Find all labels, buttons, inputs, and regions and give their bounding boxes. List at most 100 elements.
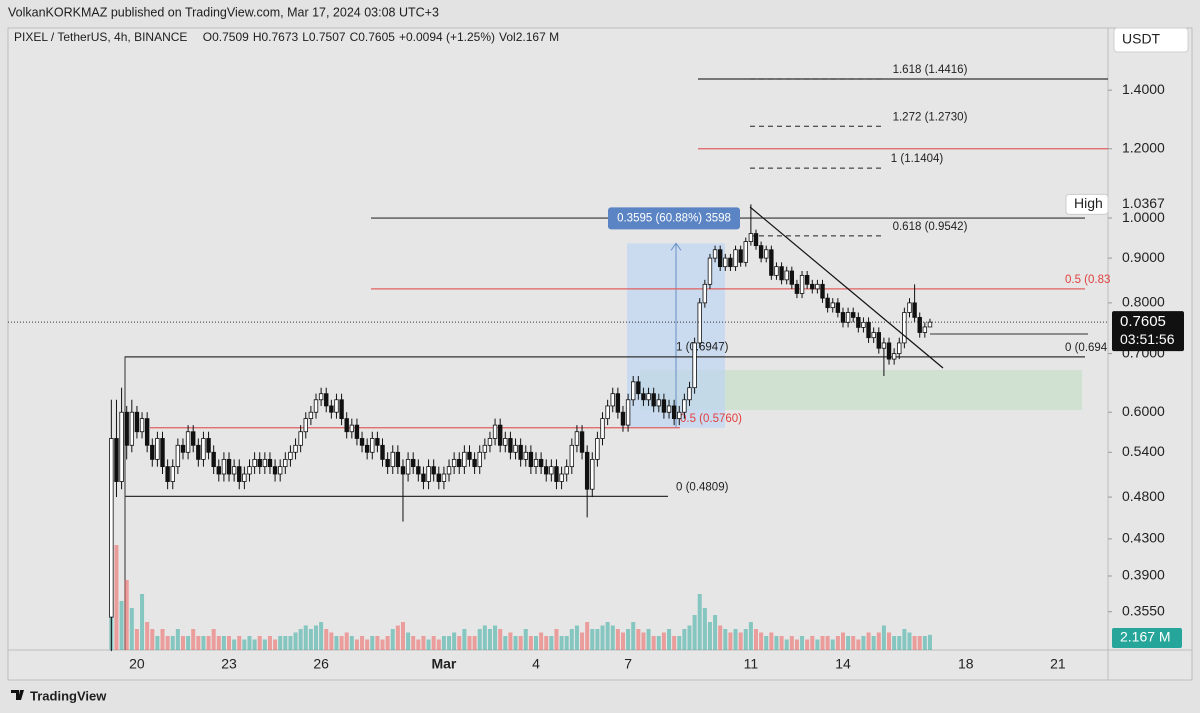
candle-body <box>707 257 713 285</box>
candle-body <box>211 451 216 468</box>
volume-bar <box>262 639 267 650</box>
volume-bar <box>462 629 467 650</box>
candle-body <box>922 326 928 333</box>
candle-body <box>840 312 846 323</box>
volume-bar <box>815 639 820 650</box>
volume-bar <box>574 625 579 650</box>
measure-label-box <box>608 207 740 230</box>
currency-box[interactable] <box>1113 27 1189 53</box>
volume-value: 2.167 M <box>516 30 559 44</box>
volume-label: Vol <box>499 30 516 44</box>
volume-bar <box>134 629 139 650</box>
tv-logo <box>11 690 24 700</box>
level-label: 0 (0.4809) <box>676 481 729 493</box>
x-tick-label: 23 <box>221 656 237 672</box>
volume-bar <box>186 636 191 650</box>
candle-body <box>293 444 298 453</box>
volume-bar <box>140 594 145 650</box>
candle-body <box>109 438 114 618</box>
measure-label: 0.3595 (60.88%) 3598 <box>617 212 731 224</box>
volume-bar <box>390 629 395 650</box>
candle-body <box>620 411 626 426</box>
ohlc-value: 0.7507 <box>309 30 346 44</box>
candle-body <box>175 444 181 468</box>
candle-body <box>390 451 395 468</box>
candle-body <box>656 399 661 407</box>
volume-bar <box>180 636 185 650</box>
volume-bar <box>707 622 712 650</box>
candle-body <box>538 458 544 468</box>
candle-body <box>206 438 211 453</box>
volume-bar <box>697 594 702 650</box>
volume-bar <box>370 636 375 650</box>
volume-bar <box>897 636 902 650</box>
candle-body <box>533 458 539 468</box>
volume-bar <box>789 636 794 650</box>
volume-bar <box>457 636 462 650</box>
volume-bar <box>293 632 298 650</box>
candle-body <box>845 312 851 323</box>
candle-body <box>277 466 283 475</box>
candle-body <box>861 321 866 328</box>
volume-bar <box>528 636 533 650</box>
volume-bar <box>615 629 620 650</box>
volume-bar <box>713 615 718 650</box>
candle-body <box>835 302 841 313</box>
volume-bar <box>503 636 508 650</box>
x-tick-label: 21 <box>1050 656 1066 672</box>
level-label: 0 (0.694 <box>1065 342 1108 354</box>
volume-bar <box>754 629 758 650</box>
candle-body <box>717 249 723 268</box>
volume-bar <box>170 636 175 650</box>
candle-body <box>584 451 590 490</box>
candle-body <box>574 431 580 446</box>
volume-bar <box>319 622 324 650</box>
candle-body <box>114 438 119 482</box>
volume-bar <box>242 639 247 650</box>
candle-body <box>764 249 769 259</box>
volume-bar <box>406 632 411 650</box>
volume-bar <box>871 636 876 650</box>
trend-line <box>749 206 944 369</box>
volume-bar <box>155 636 160 650</box>
volume-bar <box>912 636 917 650</box>
volume-bar <box>252 639 257 650</box>
candle-body <box>411 458 416 468</box>
chart-frame <box>7 27 1193 681</box>
volume-bar <box>805 639 810 650</box>
volume-bar <box>682 629 687 650</box>
candle-body <box>677 411 682 420</box>
candle-body <box>221 458 227 475</box>
brand: TradingView <box>30 688 107 703</box>
y-tick-label: 0.4300 <box>1122 530 1165 546</box>
candle-body <box>467 451 472 460</box>
volume-bar <box>227 636 232 650</box>
candle-body <box>554 466 559 482</box>
candle-body <box>262 458 268 468</box>
volume-bar <box>523 629 528 650</box>
candle-body <box>267 458 273 468</box>
candle-body <box>738 249 743 263</box>
volume-bar <box>661 632 666 650</box>
candle-body <box>497 424 503 446</box>
candle-body <box>712 249 718 259</box>
volume-bar <box>820 636 825 650</box>
candle-body <box>579 431 585 453</box>
y-tick-label: 1.2000 <box>1122 139 1165 155</box>
volume-bar <box>856 639 861 650</box>
volume-bar <box>779 636 784 650</box>
level-label: 0.5 (0.83 <box>1065 274 1110 286</box>
candle-body <box>917 317 922 333</box>
volume-bar <box>580 632 585 650</box>
volume-bar <box>585 622 590 650</box>
volume-bar <box>385 636 390 650</box>
level-label: 1.618 (1.4416) <box>893 64 968 76</box>
volume-bar <box>267 636 272 650</box>
level-label: 1.272 (1.2730) <box>893 111 968 123</box>
candle-body <box>318 393 324 401</box>
candle-body <box>646 393 651 401</box>
volume-bar <box>211 629 216 650</box>
volume-bar <box>201 636 206 650</box>
volume-bar <box>902 629 907 650</box>
level-label: 0.618 (0.9542) <box>893 221 968 233</box>
